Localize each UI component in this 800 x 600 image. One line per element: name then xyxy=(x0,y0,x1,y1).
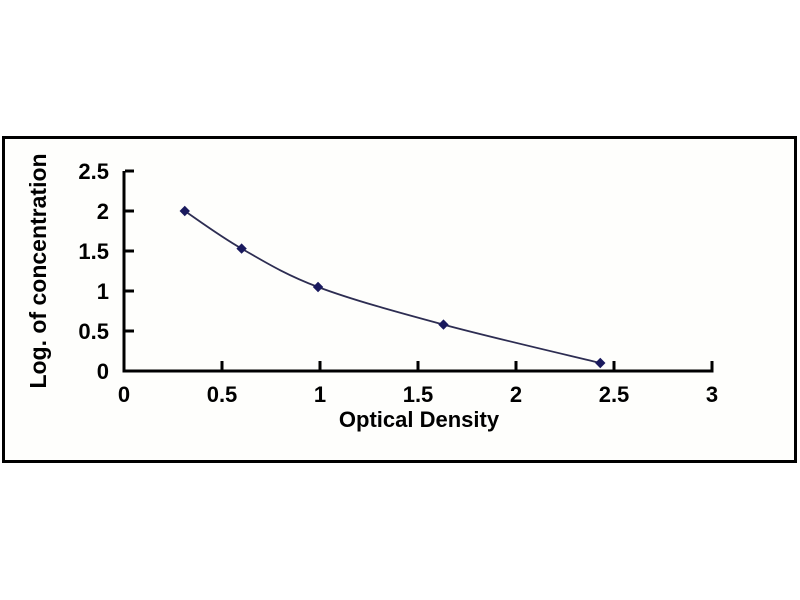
y-tick-label: 0 xyxy=(97,359,109,384)
y-axis: 0 0.5 1 1.5 2 2.5 xyxy=(78,159,134,384)
data-point-marker xyxy=(595,357,606,369)
y-tick-label: 0.5 xyxy=(78,319,109,344)
curve-line xyxy=(184,210,601,364)
x-tick-label: 0 xyxy=(118,382,130,407)
data-point-marker xyxy=(236,243,247,254)
y-tick-label: 2.5 xyxy=(78,159,109,184)
x-axis: 0 0.5 1 1.5 2 2.5 3 xyxy=(118,361,718,407)
x-tick-label: 2.5 xyxy=(599,382,630,407)
x-axis-title: Optical Density xyxy=(339,407,500,432)
x-tick-label: 1.5 xyxy=(403,382,434,407)
data-point-marker xyxy=(312,281,324,293)
y-axis-title: Log. of concentration xyxy=(25,153,51,388)
data-point-marker xyxy=(438,319,449,330)
y-tick-label: 1 xyxy=(97,279,109,304)
data-point-marker xyxy=(179,205,190,217)
x-tick-label: 2 xyxy=(510,382,522,407)
curve-series xyxy=(179,205,606,369)
x-tick-label: 1 xyxy=(314,382,326,407)
y-tick-label: 1.5 xyxy=(78,239,109,264)
x-tick-label: 0.5 xyxy=(207,382,238,407)
x-tick-label: 3 xyxy=(706,382,718,407)
chart-frame xyxy=(2,136,797,463)
y-tick-label: 2 xyxy=(97,199,109,224)
